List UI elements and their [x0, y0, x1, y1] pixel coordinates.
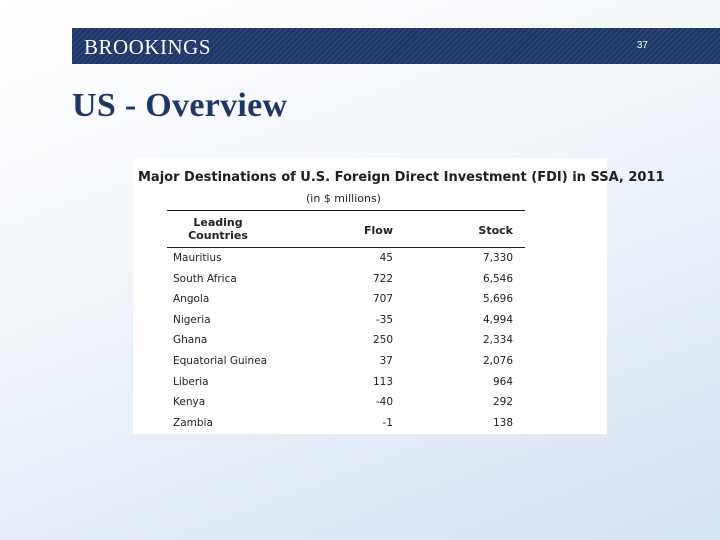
table-row: Nigeria -35 4,994	[133, 312, 607, 333]
table-top-rule	[167, 210, 525, 211]
brand-logo: BROOKINGS	[84, 35, 212, 59]
table-row: Mauritius 45 7,330	[133, 250, 607, 271]
column-header-country: Leading Countries	[173, 216, 263, 242]
stock-cell: 2,076	[482, 354, 513, 367]
page-number: 37	[636, 40, 648, 51]
table-subtitle: (in $ millions)	[306, 192, 381, 205]
table-row: Ghana 250 2,334	[133, 332, 607, 353]
flow-cell: -40	[375, 396, 393, 409]
stock-cell: 5,696	[482, 293, 513, 306]
column-header-flow: Flow	[363, 224, 393, 237]
fdi-table-figure: Major Destinations of U.S. Foreign Direc…	[133, 158, 665, 435]
table-header-rule	[167, 247, 525, 248]
country-cell: Ghana	[173, 334, 208, 347]
header-bar: BROOKINGS 37	[72, 28, 720, 64]
country-cell: Mauritius	[173, 252, 222, 264]
stock-cell: 2,334	[482, 334, 513, 347]
flow-cell: 707	[372, 293, 393, 306]
flow-cell: 113	[372, 375, 393, 388]
table-body: Mauritius 45 7,330 South Africa 722 6,546 Ango…	[133, 250, 607, 435]
column-header-country-line1: Leading	[193, 216, 243, 229]
flow-cell: 45	[379, 252, 393, 264]
slide-title: US - Overview	[72, 87, 288, 124]
flow-cell: -35	[375, 313, 393, 326]
table-row: South Africa 722 6,546	[133, 271, 607, 292]
country-cell: Kenya	[173, 396, 206, 409]
stock-cell: 964	[492, 375, 513, 388]
stock-cell: 7,330	[482, 252, 513, 264]
table-row: Angola 707 5,696	[133, 291, 607, 312]
country-cell: Equatorial Guinea	[173, 354, 268, 367]
flow-cell: 37	[379, 354, 393, 367]
country-cell: South Africa	[173, 272, 237, 285]
country-cell: Liberia	[173, 375, 209, 388]
flow-cell: 250	[372, 334, 393, 347]
table-row: Equatorial Guinea 37 2,076	[133, 353, 607, 374]
stock-cell: 6,546	[482, 272, 513, 285]
column-header-stock: Stock	[478, 224, 513, 237]
stock-cell: 292	[492, 396, 513, 409]
country-cell: Zambia	[173, 416, 213, 429]
flow-cell: 722	[372, 272, 393, 285]
table-row: Kenya -40 292	[133, 394, 607, 415]
column-header-country-line2: Countries	[188, 229, 248, 242]
table-row: Zambia -1 138	[133, 415, 607, 436]
country-cell: Nigeria	[173, 313, 211, 326]
flow-cell: -1	[382, 416, 393, 429]
stock-cell: 4,994	[482, 313, 513, 326]
table-title: Major Destinations of U.S. Foreign Direc…	[138, 170, 665, 185]
country-cell: Angola	[173, 293, 210, 306]
table-row: Liberia 113 964	[133, 374, 607, 395]
stock-cell: 138	[492, 416, 513, 429]
